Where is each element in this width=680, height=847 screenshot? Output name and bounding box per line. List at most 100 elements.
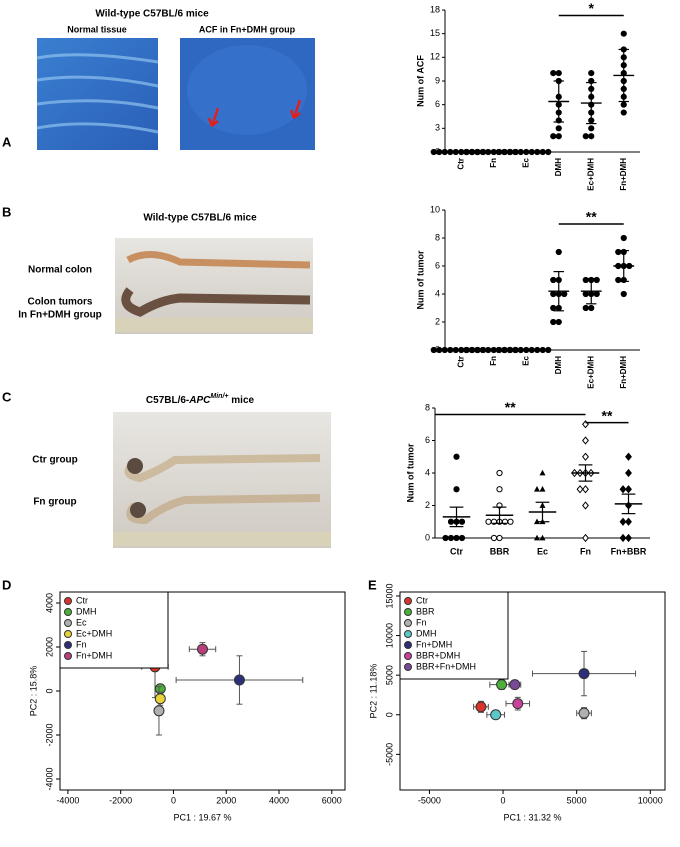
legend-label: Ctr <box>416 595 428 605</box>
x-tick-label: Ctr <box>456 158 465 170</box>
point <box>154 693 166 705</box>
title-part: mice <box>229 395 255 406</box>
dot <box>582 501 589 510</box>
dot <box>620 290 627 298</box>
x-tick-label: Ec <box>537 546 548 556</box>
x-tick-label: Fn+DMH <box>619 158 628 191</box>
dot <box>507 518 514 525</box>
point <box>153 705 165 717</box>
dot <box>593 290 600 298</box>
y-tick-label: 2 <box>425 500 430 510</box>
legend-swatch <box>64 597 72 605</box>
y-tick-label: 6 <box>425 435 430 445</box>
dot <box>442 534 449 542</box>
title-part: APC <box>188 395 211 406</box>
x-tick-label: DMH <box>554 158 563 176</box>
dot <box>539 148 546 156</box>
point <box>578 668 590 680</box>
image-title: Wild-type C57BL/6 mice <box>95 9 209 20</box>
dot <box>582 420 589 429</box>
dot <box>582 436 589 445</box>
y-tick-label: 8 <box>425 402 430 412</box>
y-tick-label: 6 <box>435 260 440 270</box>
dot <box>539 346 546 354</box>
legend-swatch <box>64 608 72 616</box>
dot <box>453 534 460 542</box>
photo <box>113 412 331 548</box>
dot <box>490 534 498 542</box>
dot <box>620 109 627 116</box>
image-caption: Normal tissue <box>67 24 127 34</box>
dot <box>495 148 502 156</box>
x-tick-label: -2000 <box>109 795 132 805</box>
dot <box>474 346 481 354</box>
x-tick-label: Ec <box>521 355 530 365</box>
legend-swatch <box>404 663 412 671</box>
y-axis-label: Num of tumor <box>405 443 415 502</box>
dot <box>582 133 589 140</box>
dot <box>534 534 540 541</box>
dot <box>436 148 443 156</box>
legend-label: BBR+DMH <box>416 650 460 660</box>
dot <box>625 533 632 543</box>
x-tick-label: Fn+BBR <box>611 546 647 556</box>
y-tick-label: 3 <box>435 123 440 133</box>
dot <box>453 486 460 493</box>
significance-label: ** <box>602 407 613 423</box>
dot <box>550 318 557 326</box>
dot <box>447 534 455 542</box>
dot <box>620 234 627 242</box>
y-tick-label: 6 <box>435 99 440 109</box>
y-axis-label: Num of ACF <box>415 55 425 107</box>
dot <box>619 533 627 543</box>
dot <box>576 485 584 494</box>
dot <box>539 534 546 541</box>
y-tick-label: 12 <box>430 52 440 62</box>
dot <box>545 346 552 354</box>
photo <box>36 38 159 150</box>
dot <box>485 518 492 525</box>
panel-label: E <box>368 577 377 592</box>
dot <box>539 469 546 476</box>
x-tick-label: Ctr <box>456 356 465 368</box>
dot <box>550 290 557 298</box>
dot <box>625 468 632 478</box>
significance-label: ** <box>505 399 516 415</box>
dot <box>534 486 540 492</box>
dot <box>619 485 627 494</box>
dot <box>468 346 475 354</box>
legend-label: Fn+DMH <box>416 639 452 649</box>
y-tick-label: 15 <box>430 28 440 38</box>
x-tick-label: Ec <box>521 157 530 167</box>
dot <box>501 346 508 354</box>
x-tick-label: 5000 <box>567 795 587 805</box>
dot <box>582 485 589 494</box>
dot <box>495 346 502 354</box>
dot <box>458 518 466 525</box>
legend-swatch <box>404 608 412 616</box>
x-tick-label: 0 <box>501 795 506 805</box>
image-caption: Normal colon <box>28 265 92 276</box>
legend-swatch <box>64 630 72 638</box>
x-tick-label: BBR <box>490 546 510 556</box>
image-caption: In Fn+DMH group <box>18 310 102 321</box>
y-tick-label: 15000 <box>384 583 394 608</box>
dot <box>463 148 470 156</box>
x-tick-label: DMH <box>554 356 563 374</box>
dot <box>468 148 475 156</box>
point <box>490 709 502 721</box>
image-caption: Ctr group <box>32 455 78 466</box>
dot <box>436 346 443 354</box>
y-tick-label: 9 <box>435 75 440 85</box>
dot <box>430 148 437 156</box>
point <box>512 698 524 710</box>
panel-label: D <box>2 577 11 592</box>
dot <box>501 148 508 156</box>
dot <box>555 70 562 77</box>
dot <box>447 518 455 525</box>
dot <box>458 534 466 542</box>
point <box>197 643 208 655</box>
dot <box>441 148 448 156</box>
dot <box>555 133 562 140</box>
